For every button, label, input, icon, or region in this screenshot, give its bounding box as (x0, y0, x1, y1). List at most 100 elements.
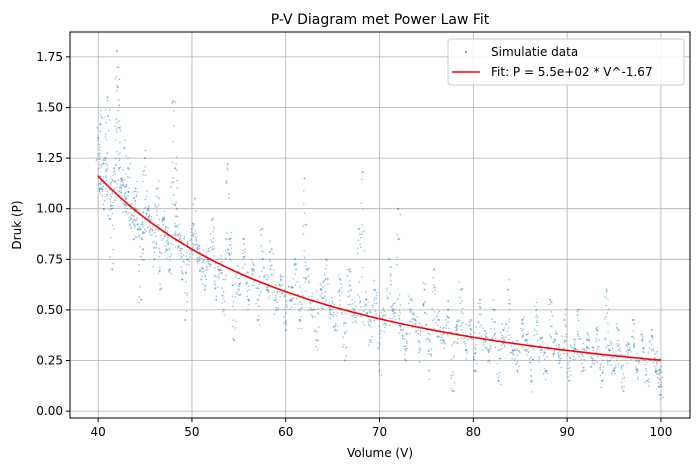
data-point (227, 248, 230, 251)
data-point (637, 376, 640, 379)
data-point (598, 339, 600, 341)
data-point (206, 259, 209, 261)
data-point (599, 366, 601, 369)
data-point (338, 289, 341, 291)
data-point (107, 214, 110, 217)
data-point (613, 356, 616, 359)
data-point (487, 351, 490, 354)
data-point (450, 377, 452, 380)
data-point (535, 321, 538, 323)
data-point (246, 290, 249, 292)
fit-line (97, 175, 661, 361)
data-point (656, 369, 659, 372)
data-point (182, 260, 185, 262)
data-point (133, 190, 135, 193)
data-point (511, 349, 514, 351)
data-point (425, 324, 428, 326)
data-point (311, 315, 314, 318)
data-point (216, 275, 218, 278)
data-point (375, 302, 378, 305)
data-point (399, 213, 402, 216)
data-point (247, 298, 250, 301)
data-point (480, 307, 482, 309)
data-point (100, 182, 102, 184)
data-point (181, 271, 184, 274)
data-point (434, 289, 436, 292)
data-point (225, 238, 227, 240)
data-point (405, 340, 408, 343)
data-point (99, 192, 102, 195)
data-point (149, 219, 151, 221)
data-point (599, 364, 601, 367)
data-point (627, 349, 630, 352)
data-point (636, 378, 639, 381)
data-point (321, 296, 323, 299)
data-point (344, 332, 346, 335)
data-point (553, 353, 555, 356)
data-point (175, 156, 178, 159)
data-point (494, 332, 496, 334)
data-point (141, 221, 144, 224)
data-point (217, 265, 220, 268)
data-point (329, 308, 331, 310)
data-point (106, 152, 109, 154)
data-point (477, 302, 480, 304)
data-point (209, 250, 211, 252)
data-point (192, 203, 194, 206)
data-point (406, 342, 408, 344)
data-point (146, 209, 149, 211)
data-point (464, 342, 467, 345)
data-point (380, 311, 383, 314)
data-point (342, 336, 345, 338)
data-point (158, 266, 161, 269)
data-point (590, 366, 592, 368)
data-point (411, 299, 413, 302)
data-point (176, 233, 179, 236)
data-point (175, 162, 178, 165)
data-point (232, 319, 235, 322)
data-point (237, 277, 240, 280)
data-point (284, 321, 287, 323)
data-point (522, 333, 525, 335)
data-point (590, 365, 592, 368)
data-point (134, 203, 137, 205)
data-point (129, 217, 132, 220)
data-point (440, 342, 443, 345)
data-point (331, 300, 333, 303)
data-point (530, 381, 532, 384)
data-point (433, 311, 435, 313)
data-point (338, 299, 341, 302)
data-point (125, 196, 127, 198)
data-point (328, 301, 331, 304)
x-tick-label: 100 (649, 425, 672, 439)
data-point (651, 335, 654, 338)
data-point (104, 157, 107, 160)
data-point (142, 231, 144, 233)
data-point (119, 166, 122, 169)
data-point (218, 269, 221, 272)
data-point (410, 297, 413, 299)
data-point (573, 338, 576, 340)
data-point (261, 258, 264, 261)
data-point (438, 319, 440, 321)
data-point (308, 267, 311, 269)
data-point (103, 157, 106, 159)
data-point (294, 258, 297, 261)
data-point (401, 334, 404, 336)
data-point (554, 329, 557, 332)
data-point (573, 346, 576, 348)
data-point (441, 334, 444, 336)
data-point (298, 286, 301, 288)
data-point (129, 223, 132, 225)
data-point (186, 243, 189, 246)
data-point (273, 299, 276, 301)
data-point (119, 186, 121, 189)
data-point (339, 278, 342, 281)
data-point (230, 231, 233, 234)
data-point (617, 329, 620, 332)
data-point (97, 153, 100, 155)
data-point (375, 292, 378, 294)
data-point (99, 123, 101, 126)
data-point (469, 337, 471, 340)
data-point (611, 370, 614, 372)
